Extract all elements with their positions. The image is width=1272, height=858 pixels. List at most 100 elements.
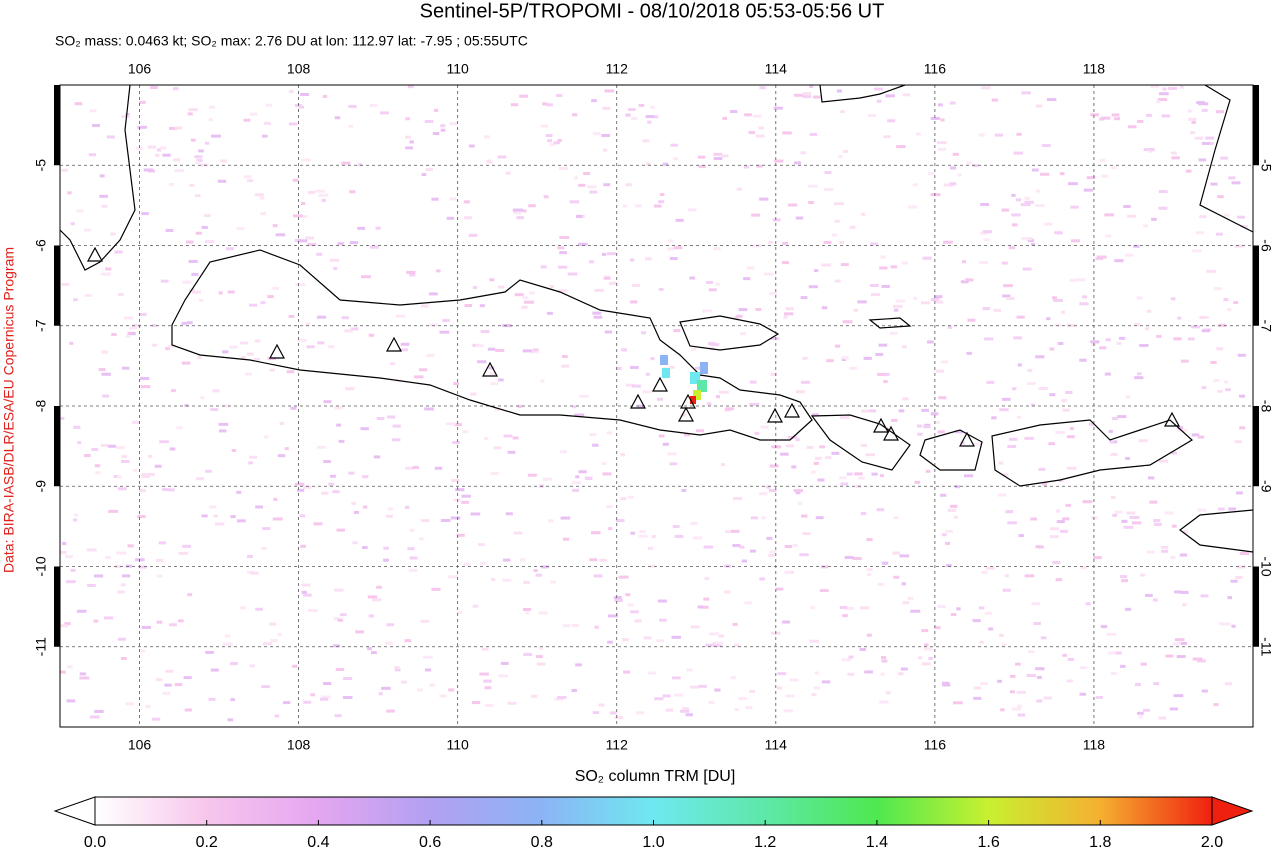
noise-pixel bbox=[1153, 519, 1161, 523]
noise-pixel bbox=[1031, 242, 1036, 246]
noise-pixel bbox=[583, 172, 590, 176]
noise-pixel bbox=[60, 670, 66, 674]
noise-pixel bbox=[70, 222, 75, 226]
noise-pixel bbox=[1161, 549, 1169, 553]
noise-pixel bbox=[744, 601, 753, 605]
noise-pixel bbox=[162, 691, 171, 695]
noise-pixel bbox=[634, 619, 642, 623]
noise-pixel bbox=[749, 549, 756, 553]
noise-pixel bbox=[1150, 85, 1160, 89]
noise-pixel bbox=[1125, 456, 1131, 460]
noise-pixel bbox=[321, 695, 331, 699]
noise-pixel bbox=[622, 348, 627, 352]
noise-pixel bbox=[724, 590, 731, 594]
noise-pixel bbox=[1020, 203, 1031, 207]
noise-pixel bbox=[1049, 347, 1055, 351]
noise-pixel bbox=[865, 453, 876, 457]
noise-pixel bbox=[1086, 176, 1096, 180]
colorbar-tick-label: 0.2 bbox=[196, 834, 218, 851]
noise-pixel bbox=[1108, 429, 1113, 433]
noise-pixel bbox=[1028, 650, 1035, 654]
frame-bar bbox=[1253, 85, 1259, 166]
noise-pixel bbox=[913, 296, 918, 300]
noise-pixel bbox=[713, 247, 721, 251]
plume-pixel bbox=[690, 372, 700, 384]
noise-pixel bbox=[440, 124, 446, 128]
noise-pixel bbox=[529, 291, 535, 295]
noise-pixel bbox=[116, 445, 125, 449]
noise-pixel bbox=[1221, 622, 1231, 626]
x-tick-label-top: 112 bbox=[606, 61, 629, 77]
noise-pixel bbox=[434, 466, 443, 470]
noise-pixel bbox=[367, 647, 372, 651]
noise-pixel bbox=[604, 330, 612, 334]
noise-pixel bbox=[329, 258, 340, 262]
noise-pixel bbox=[559, 251, 567, 255]
noise-pixel bbox=[614, 716, 624, 720]
noise-pixel bbox=[636, 711, 645, 715]
noise-pixel bbox=[386, 623, 395, 627]
noise-pixel bbox=[689, 276, 696, 280]
noise-pixel bbox=[1041, 144, 1051, 148]
noise-pixel bbox=[405, 117, 410, 121]
noise-pixel bbox=[638, 103, 645, 107]
noise-pixel bbox=[761, 516, 766, 520]
noise-pixel bbox=[269, 368, 275, 372]
noise-pixel bbox=[703, 545, 714, 549]
noise-pixel bbox=[1096, 255, 1107, 259]
noise-pixel bbox=[1139, 343, 1149, 347]
noise-pixel bbox=[953, 515, 958, 519]
noise-pixel bbox=[260, 301, 266, 305]
noise-pixel bbox=[480, 330, 490, 334]
noise-pixel bbox=[484, 686, 492, 690]
noise-pixel bbox=[895, 299, 905, 303]
y-tick-label-right: -10 bbox=[1258, 556, 1272, 576]
frame-bar bbox=[1253, 566, 1259, 647]
noise-pixel bbox=[1105, 338, 1111, 342]
noise-pixel bbox=[169, 126, 178, 130]
y-tick-label-left: -7 bbox=[33, 319, 49, 332]
noise-pixel bbox=[198, 149, 204, 153]
noise-pixel bbox=[334, 714, 342, 718]
noise-pixel bbox=[420, 519, 430, 523]
noise-pixel bbox=[927, 172, 935, 176]
noise-pixel bbox=[507, 701, 517, 705]
noise-pixel bbox=[557, 265, 568, 269]
noise-pixel bbox=[300, 544, 307, 548]
noise-pixel bbox=[784, 570, 791, 574]
noise-pixel bbox=[208, 105, 216, 109]
noise-pixel bbox=[629, 258, 635, 262]
noise-pixel bbox=[121, 114, 130, 118]
noise-pixel bbox=[222, 642, 233, 646]
noise-pixel bbox=[1215, 232, 1223, 236]
noise-pixel bbox=[579, 394, 589, 398]
noise-pixel bbox=[704, 577, 710, 581]
noise-pixel bbox=[794, 161, 801, 165]
noise-pixel bbox=[342, 696, 353, 700]
noise-pixel bbox=[1118, 336, 1126, 340]
colorbar-arrow-high bbox=[1211, 796, 1254, 826]
volcano bbox=[766, 407, 784, 423]
noise-pixel bbox=[394, 666, 400, 670]
noise-pixel bbox=[483, 679, 492, 683]
noise-pixel bbox=[448, 688, 455, 692]
noise-pixel bbox=[898, 409, 905, 413]
noise-pixel bbox=[1165, 654, 1174, 658]
noise-pixel bbox=[1239, 426, 1246, 430]
noise-pixel bbox=[208, 505, 217, 509]
noise-pixel bbox=[381, 686, 391, 690]
noise-pixel bbox=[783, 315, 788, 319]
x-tick-label-bottom: 112 bbox=[606, 737, 629, 753]
noise-pixel bbox=[1066, 466, 1077, 470]
noise-pixel bbox=[1111, 417, 1118, 421]
noise-pixel bbox=[669, 462, 678, 466]
noise-pixel bbox=[1011, 387, 1017, 391]
noise-pixel bbox=[1218, 323, 1226, 327]
noise-pixel bbox=[739, 545, 745, 549]
noise-pixel bbox=[629, 300, 638, 304]
noise-pixel bbox=[532, 348, 539, 352]
noise-pixel bbox=[103, 616, 114, 620]
noise-pixel bbox=[1236, 491, 1243, 495]
noise-pixel bbox=[746, 266, 755, 270]
noise-pixel bbox=[361, 275, 371, 279]
